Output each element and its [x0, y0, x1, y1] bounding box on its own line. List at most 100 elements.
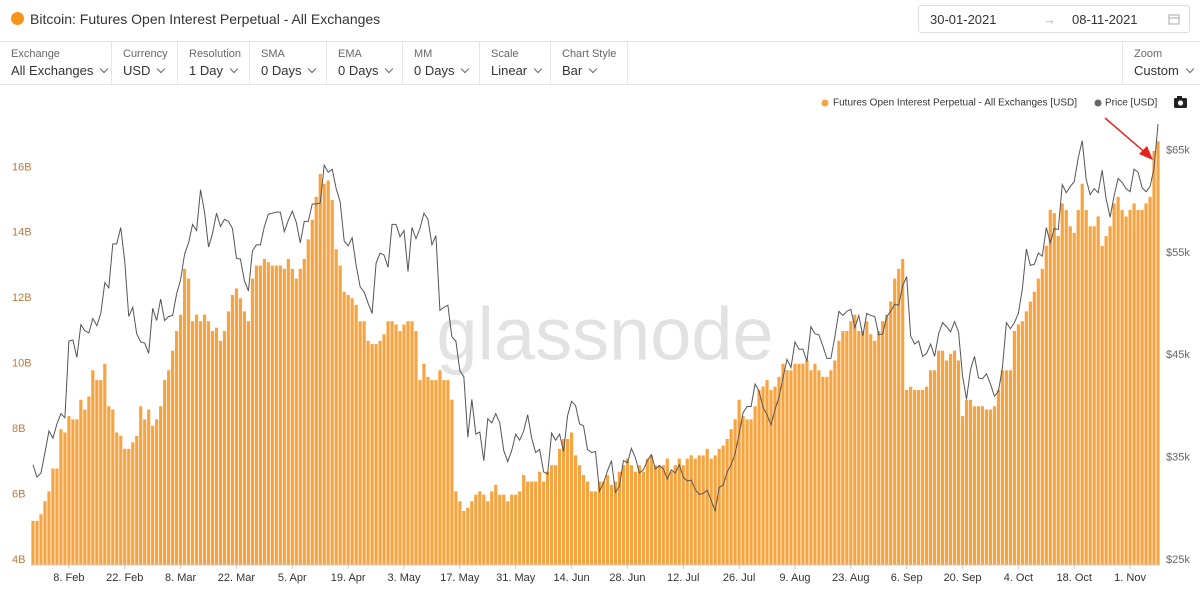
bar [526, 481, 530, 565]
date-start[interactable]: 30-01-2021 [930, 12, 997, 27]
control-value[interactable]: 1 Day [189, 63, 239, 78]
bar [889, 301, 893, 565]
bar [881, 321, 885, 565]
control[interactable]: Zoom Custom [1122, 42, 1200, 84]
control-value[interactable]: Custom [1134, 63, 1195, 78]
bar [414, 331, 418, 565]
bar [801, 363, 805, 565]
x-tick-label: 5. Apr [278, 572, 307, 584]
bar [127, 448, 131, 565]
control[interactable]: EMA 0 Days [327, 42, 403, 84]
bar [765, 380, 769, 565]
bar [434, 380, 438, 565]
control-value[interactable]: 0 Days [261, 63, 317, 78]
control-label: MM [414, 48, 433, 60]
bar [394, 324, 398, 565]
legend-label[interactable]: Futures Open Interest Perpetual - All Ex… [833, 98, 1077, 109]
bar [841, 331, 845, 565]
bar [817, 370, 821, 565]
bar [1112, 203, 1116, 565]
bar [99, 380, 103, 565]
bar [785, 370, 789, 565]
x-tick-label: 19. Apr [331, 572, 366, 584]
control[interactable]: Chart Style Bar [551, 42, 628, 84]
bar [873, 340, 877, 565]
control[interactable]: Currency USD [112, 42, 178, 84]
bar [270, 265, 274, 565]
bar [589, 491, 594, 565]
y-tick-label: 8B [12, 423, 25, 435]
bar [976, 406, 981, 565]
control-value[interactable]: Linear [491, 63, 543, 78]
control-value-text[interactable]: 0 Days [338, 63, 379, 78]
control-value[interactable]: Bar [562, 63, 598, 78]
bar [992, 406, 997, 565]
bar [322, 183, 326, 565]
control-value-text[interactable]: Bar [562, 63, 583, 78]
control-value[interactable]: All Exchanges [11, 63, 109, 78]
bar [1080, 183, 1084, 565]
bar [749, 419, 753, 565]
bar [71, 419, 75, 565]
bar [454, 491, 458, 565]
control-value[interactable]: 0 Days [338, 63, 394, 78]
control-value-text[interactable]: Custom [1134, 63, 1179, 78]
bar [542, 481, 546, 565]
bar [1016, 324, 1020, 565]
bar [936, 350, 941, 565]
chevron [157, 64, 166, 74]
bar [159, 406, 163, 565]
bar [446, 380, 450, 565]
camera-icon[interactable] [1174, 96, 1187, 108]
control[interactable]: Scale Linear [480, 42, 551, 84]
bar [430, 380, 434, 565]
bar [733, 419, 737, 565]
bar [725, 439, 729, 565]
y-tick-label: 10B [12, 358, 32, 370]
bar [913, 389, 917, 565]
bar [621, 465, 626, 565]
date-range[interactable]: 30-01-2021 → 08-11-2021 [918, 5, 1190, 33]
control-value-text[interactable]: 0 Days [261, 63, 302, 78]
calendar-icon[interactable] [1168, 13, 1180, 25]
control[interactable]: MM 0 Days [403, 42, 480, 84]
date-end[interactable]: 08-11-2021 [1072, 12, 1138, 27]
bar [717, 448, 721, 565]
bar [222, 331, 227, 565]
bar [693, 458, 697, 565]
legend-label[interactable]: Price [USD] [1105, 98, 1157, 109]
bar [933, 370, 937, 565]
chevron [229, 64, 239, 74]
x-tick-label: 3. May [388, 572, 422, 584]
control-value-text[interactable]: All Exchanges [11, 63, 94, 78]
bar [1064, 209, 1068, 565]
control-value[interactable]: 0 Days [414, 63, 470, 78]
control-value[interactable]: USD [123, 63, 166, 78]
bar [948, 353, 953, 565]
control[interactable]: Exchange All Exchanges [0, 42, 112, 84]
page-title: Bitcoin: Futures Open Interest Perpetual… [30, 11, 381, 27]
bar [131, 442, 135, 565]
control-value-text[interactable]: 0 Days [414, 63, 455, 78]
bar [119, 435, 123, 565]
y2-tick-label: $45k [1166, 349, 1190, 361]
bar [761, 386, 765, 565]
bar [190, 321, 195, 565]
bar [163, 380, 167, 565]
bar [330, 200, 334, 565]
bar [925, 386, 929, 565]
control-value-text[interactable]: 1 Day [189, 63, 223, 78]
control-value-text[interactable]: Linear [491, 63, 528, 78]
x-tick-label: 26. Jul [723, 572, 755, 584]
bar [290, 268, 294, 565]
x-tick-label: 18. Oct [1056, 572, 1091, 584]
bar [789, 370, 793, 565]
bar [984, 409, 989, 565]
bar [681, 465, 685, 565]
control-label: Currency [123, 48, 168, 60]
control[interactable]: Resolution 1 Day [178, 42, 250, 84]
control[interactable]: SMA 0 Days [250, 42, 327, 84]
bar [1052, 213, 1056, 565]
control-value-text[interactable]: USD [123, 63, 151, 78]
